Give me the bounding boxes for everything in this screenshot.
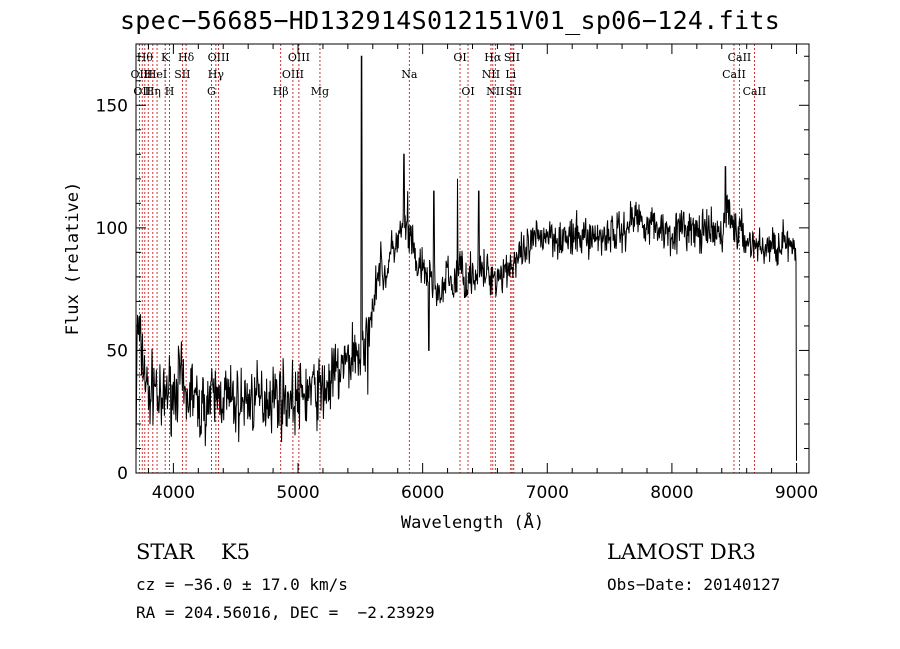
x-tick-label: 8000 [650, 483, 693, 503]
x-tick-label: 4000 [152, 483, 195, 503]
line-label: SII [504, 51, 520, 64]
line-label: Mg [311, 85, 329, 98]
line-label: H [165, 85, 175, 98]
coordinates: RA = 204.56016, DEC = −2.23929 [136, 603, 435, 622]
line-label: K [161, 51, 170, 64]
survey-name: LAMOST DR3 [607, 540, 756, 564]
x-tick-label: 7000 [526, 483, 569, 503]
x-tick-label: 9000 [775, 483, 818, 503]
line-label: Hθ [137, 51, 154, 64]
line-label: G [207, 85, 216, 98]
emission-line-markers [138, 44, 755, 473]
x-tick-label: 5000 [276, 483, 319, 503]
line-label: OII [131, 68, 149, 81]
y-tick-label: 0 [117, 464, 128, 484]
line-label: OIII [282, 68, 304, 81]
line-label: Hδ [178, 51, 195, 64]
plot-frame [135, 43, 810, 474]
observation-date: Obs−Date: 20140127 [607, 575, 781, 594]
line-label: H [143, 68, 153, 81]
line-label: OI [461, 85, 474, 98]
line-label: CaII [728, 51, 752, 64]
line-label: CaII [722, 68, 746, 81]
line-label: OI [453, 51, 466, 64]
line-label: SII [506, 85, 522, 98]
line-label: Li [505, 68, 516, 81]
line-label: OIII [288, 51, 310, 64]
line-label: Hβ [273, 85, 289, 98]
line-label: CaII [743, 85, 767, 98]
line-label: NII [486, 85, 504, 98]
y-axis: 0 50 100 150 [96, 55, 809, 484]
y-tick-label: 150 [96, 96, 128, 116]
object-subclass: K5 [220, 540, 250, 564]
y-tick-label: 100 [96, 219, 128, 239]
line-label: NII [482, 68, 500, 81]
line-label: Hη [145, 85, 161, 98]
line-label: SII [174, 68, 190, 81]
line-label: OII [133, 85, 151, 98]
line-label: Hγ [208, 68, 225, 81]
x-axis-label: Wavelength (Å) [401, 511, 544, 533]
line-label: Hα [484, 51, 502, 64]
line-label: Na [401, 68, 418, 81]
line-label: OIII [208, 51, 230, 64]
x-axis: 4000 5000 6000 7000 8000 9000 [147, 44, 818, 503]
y-axis-label: Flux (relative) [63, 182, 83, 336]
x-tick-label: 6000 [401, 483, 444, 503]
object-class: STAR [136, 540, 195, 564]
redshift-velocity: cz = −36.0 ± 17.0 km/s [136, 575, 348, 594]
emission-line-labels: OIIOIIHθHHηHeIKHSIIHδGHγOIIIHβOIIIOIIIMg… [131, 51, 767, 98]
object-classification: STAR K5 [136, 540, 250, 564]
chart-title: spec−56685−HD132914S012151V01_sp06−124.f… [119, 6, 781, 35]
y-tick-label: 50 [106, 341, 128, 361]
spectrum-series [135, 55, 797, 461]
line-label: HeI [147, 68, 167, 81]
